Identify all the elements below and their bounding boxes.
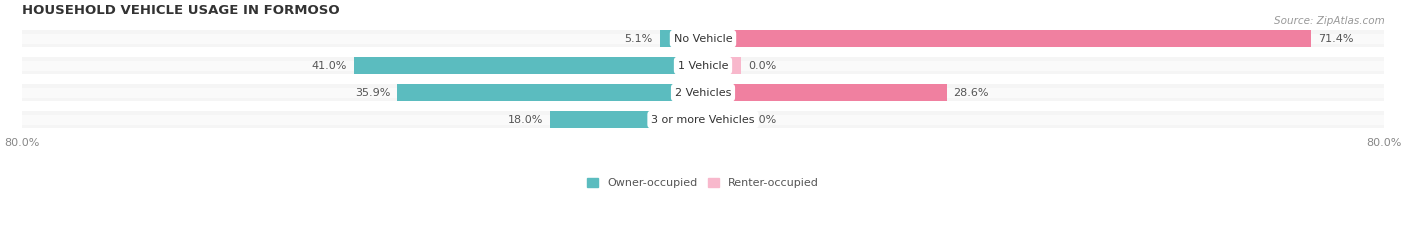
Text: 71.4%: 71.4% bbox=[1317, 34, 1353, 44]
Bar bbox=[550, 111, 703, 128]
Text: 1 Vehicle: 1 Vehicle bbox=[678, 61, 728, 71]
Text: 35.9%: 35.9% bbox=[356, 88, 391, 98]
Text: 2 Vehicles: 2 Vehicles bbox=[675, 88, 731, 98]
Text: 18.0%: 18.0% bbox=[508, 115, 543, 125]
Text: 5.1%: 5.1% bbox=[624, 34, 652, 44]
Bar bbox=[703, 30, 1310, 47]
Text: No Vehicle: No Vehicle bbox=[673, 34, 733, 44]
Bar bbox=[398, 84, 703, 101]
Bar bbox=[22, 115, 1384, 125]
Text: Source: ZipAtlas.com: Source: ZipAtlas.com bbox=[1274, 16, 1385, 26]
Bar bbox=[22, 34, 1384, 44]
Bar bbox=[703, 111, 741, 128]
Bar bbox=[354, 57, 703, 74]
Bar bbox=[22, 111, 1384, 128]
Bar bbox=[22, 84, 1384, 101]
Legend: Owner-occupied, Renter-occupied: Owner-occupied, Renter-occupied bbox=[582, 173, 824, 192]
Text: 3 or more Vehicles: 3 or more Vehicles bbox=[651, 115, 755, 125]
Text: 0.0%: 0.0% bbox=[748, 61, 776, 71]
Bar bbox=[22, 57, 1384, 74]
Text: HOUSEHOLD VEHICLE USAGE IN FORMOSO: HOUSEHOLD VEHICLE USAGE IN FORMOSO bbox=[22, 4, 339, 17]
Bar bbox=[22, 30, 1384, 47]
Bar bbox=[22, 88, 1384, 98]
Text: 0.0%: 0.0% bbox=[748, 115, 776, 125]
Text: 41.0%: 41.0% bbox=[312, 61, 347, 71]
Bar bbox=[703, 57, 741, 74]
Bar bbox=[659, 30, 703, 47]
Bar bbox=[703, 84, 946, 101]
Bar bbox=[22, 61, 1384, 71]
Text: 28.6%: 28.6% bbox=[953, 88, 988, 98]
